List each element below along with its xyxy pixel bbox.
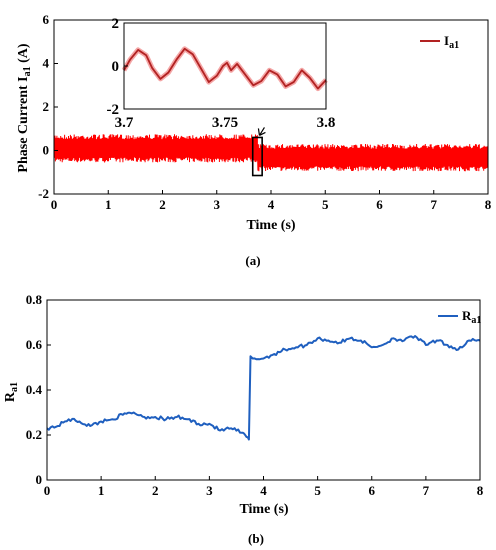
- chart-a-x-tick-label: 3: [214, 197, 221, 212]
- chart-b-x-tick-label: 8: [477, 483, 484, 498]
- chart-b-x-ticks: 0 1 2 3 4 5 6 7 8: [44, 476, 484, 498]
- chart-b-y-tick-label: 0: [36, 472, 43, 487]
- chart-a-x-ticks: 0 1 2 3 4 5 6 7 8: [51, 190, 492, 212]
- chart-a-x-tick-label: 2: [159, 197, 166, 212]
- chart-b-x-tick-label: 2: [152, 483, 159, 498]
- inset-x-tick-label: 3.7: [115, 115, 134, 131]
- chart-b-y-label-main: R: [3, 391, 18, 402]
- chart-b-y-tick-label: 0.6: [26, 337, 43, 352]
- chart-b-y-tick-label: 0.4: [26, 382, 43, 397]
- chart-a-legend-label: Ia1: [444, 33, 459, 51]
- chart-a-y-ticks: -2 0 2 4 6: [38, 12, 58, 201]
- chart-a-x-tick-label: 4: [268, 197, 275, 212]
- inset-x-tick-label: 3.8: [317, 115, 336, 131]
- chart-b-x-tick-label: 3: [206, 483, 213, 498]
- chart-a-x-tick-label: 5: [322, 197, 329, 212]
- chart-b-plot-frame: [46, 299, 481, 481]
- chart-b-x-tick-label: 7: [423, 483, 430, 498]
- chart-a-legend-sub: a1: [449, 40, 459, 51]
- inset-y-tick-label: 0: [112, 59, 120, 75]
- chart-b: 0 1 2 3 4 5 6 7 8 0 0.2 0.4 0.6 0.8 Ra1 Time (s) Ra1…: [3, 292, 484, 546]
- chart-a-x-tick-label: 6: [376, 197, 383, 212]
- inset-y-ticks: -2 0 2: [107, 16, 128, 118]
- chart-b-x-tick-label: 0: [44, 483, 51, 498]
- inset-y-tick-label: 2: [112, 16, 120, 32]
- chart-a-y-label-sub: a1: [22, 66, 33, 76]
- chart-b-y-tick-label: 0.2: [26, 427, 42, 442]
- inset-y-tick-label: -2: [107, 102, 120, 118]
- chart-a-legend-main: I: [444, 33, 449, 48]
- inset-signal-line: [123, 47, 327, 90]
- chart-a-y-tick-label: -2: [38, 186, 49, 201]
- zoom-arrow: [257, 127, 266, 136]
- chart-b-y-tick-label: 0.8: [26, 292, 43, 307]
- chart-b-legend-main: R: [462, 308, 472, 323]
- chart-a-x-axis-label: Time (s): [246, 218, 295, 233]
- chart-b-legend-sub: a1: [471, 315, 481, 326]
- chart-a-y-label-unit: (A): [16, 43, 31, 66]
- chart-a-y-tick-label: 0: [43, 143, 50, 158]
- resistance-series-line: [46, 335, 481, 441]
- inset-plot: -2 0 2 3.7 3.75 3.8: [107, 16, 336, 131]
- chart-a-caption: (a): [245, 253, 260, 268]
- current-signal-series: [53, 134, 489, 172]
- inset-x-ticks: 3.7 3.75 3.8: [115, 115, 336, 131]
- chart-a-y-label-main: Phase Current I: [16, 76, 31, 172]
- chart-b-y-label-sub: a1: [9, 382, 20, 392]
- chart-a-x-tick-label: 0: [51, 197, 58, 212]
- chart-a-x-tick-label: 8: [485, 197, 492, 212]
- chart-a-x-tick-label: 1: [105, 197, 112, 212]
- chart-b-y-axis-label: Ra1: [3, 382, 20, 402]
- chart-a-legend: Ia1: [420, 33, 459, 51]
- chart-b-x-tick-label: 5: [314, 483, 321, 498]
- chart-a-y-tick-label: 4: [43, 56, 50, 71]
- zoom-region-box: [251, 136, 263, 177]
- chart-a-y-tick-label: 6: [43, 12, 50, 27]
- current-signal-line: [53, 134, 489, 172]
- chart-b-legend: Ra1: [438, 308, 481, 326]
- chart-a-x-tick-label: 7: [431, 197, 438, 212]
- chart-b-caption: (b): [248, 531, 264, 546]
- inset-x-tick-label: 3.75: [212, 115, 238, 131]
- chart-b-legend-label: Ra1: [462, 308, 481, 326]
- chart-a-y-tick-label: 2: [43, 99, 50, 114]
- chart-b-x-tick-label: 4: [260, 483, 267, 498]
- chart-b-x-tick-label: 1: [98, 483, 105, 498]
- chart-a-y-axis-label: Phase Current Ia1 (A): [16, 43, 33, 172]
- chart-b-y-ticks: 0 0.2 0.4 0.6 0.8: [26, 292, 51, 487]
- chart-b-x-axis-label: Time (s): [239, 502, 288, 517]
- chart-b-x-tick-label: 6: [369, 483, 376, 498]
